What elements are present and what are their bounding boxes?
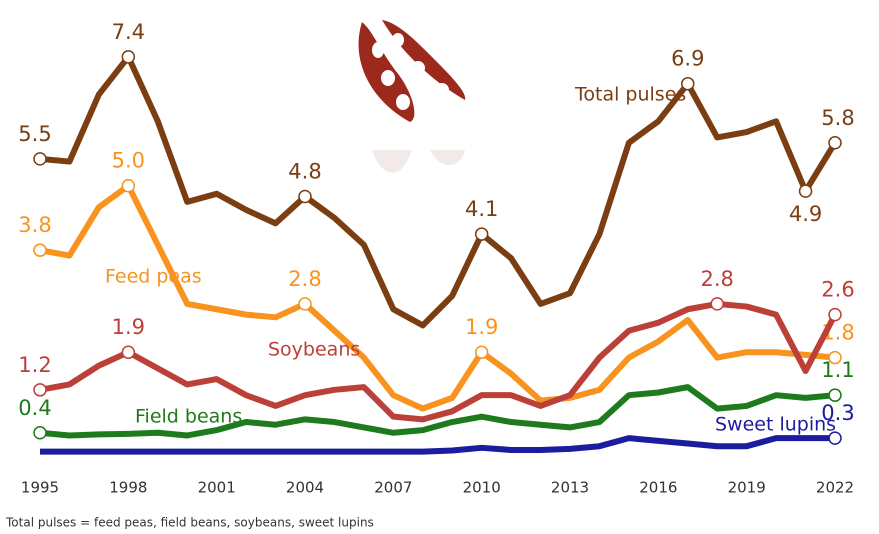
data-point	[476, 346, 488, 358]
series-name: Total pulses	[574, 84, 686, 106]
data-label: 4.9	[789, 202, 822, 226]
data-label: 5.0	[112, 149, 145, 173]
data-label: 5.5	[18, 122, 51, 146]
data-label: 1.2	[18, 353, 51, 377]
x-tick-label: 1998	[109, 479, 147, 497]
data-point	[711, 298, 723, 310]
data-label: 1.9	[465, 315, 498, 339]
data-point	[829, 309, 841, 321]
data-label: 1.9	[112, 315, 145, 339]
data-label: 2.6	[821, 278, 854, 302]
x-tick-label: 2007	[374, 479, 412, 497]
data-label: 5.8	[821, 106, 854, 130]
x-tick-label: 2010	[463, 479, 501, 497]
x-tick-label: 1995	[21, 479, 59, 497]
x-tick-label: 2013	[551, 479, 589, 497]
data-point	[800, 185, 812, 197]
series-line	[40, 438, 835, 451]
data-point	[34, 384, 46, 396]
data-point	[34, 153, 46, 165]
data-point	[122, 51, 134, 63]
data-label: 4.1	[465, 197, 498, 221]
data-point	[34, 244, 46, 256]
data-point	[299, 190, 311, 202]
data-point	[829, 389, 841, 401]
data-label: 0.4	[18, 396, 51, 420]
data-label: 3.8	[18, 213, 51, 237]
footnote: Total pulses = feed peas, field beans, s…	[5, 516, 374, 530]
data-point	[122, 180, 134, 192]
data-label: 2.8	[701, 267, 734, 291]
data-point	[122, 346, 134, 358]
data-label: 6.9	[671, 47, 704, 71]
data-point	[299, 298, 311, 310]
data-label: 2.8	[288, 267, 321, 291]
pea-pod-illustration	[359, 20, 466, 173]
data-label: 4.8	[288, 159, 321, 183]
x-tick-label: 2022	[816, 479, 854, 497]
series-line	[40, 186, 835, 409]
chart: Total pulses = feed peas, field beans, s…	[0, 0, 879, 534]
data-point	[34, 427, 46, 439]
x-tick-label: 2016	[639, 479, 677, 497]
data-point	[476, 228, 488, 240]
series-name: Soybeans	[268, 339, 360, 361]
data-point	[829, 137, 841, 149]
x-tick-label: 2019	[728, 479, 766, 497]
series-name: Feed peas	[105, 266, 202, 288]
data-label: 7.4	[112, 20, 145, 44]
data-label: 1.1	[821, 358, 854, 382]
series-name: Field beans	[135, 406, 242, 428]
x-tick-label: 2004	[286, 479, 324, 497]
series-name: Sweet lupins	[715, 414, 836, 436]
x-tick-label: 2001	[198, 479, 236, 497]
